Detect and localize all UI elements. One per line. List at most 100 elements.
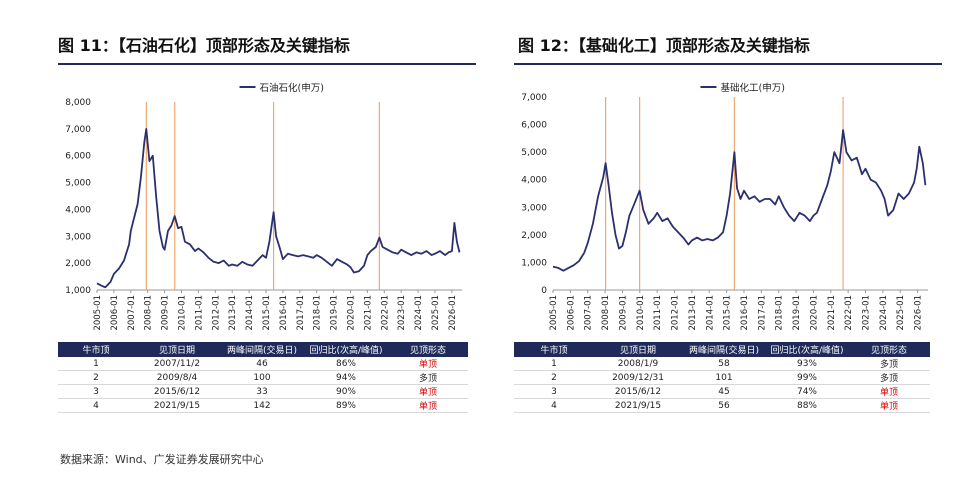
table-cell: 2008/1/9 [594,357,682,371]
x-tick-label: 2010-01 [177,295,187,331]
y-tick-label: 3,000 [521,203,547,213]
x-tick-label: 2016-01 [740,295,750,331]
table-row: 4 2021/9/15 142 89% 单顶 [58,398,468,413]
table-cell: 88% [766,398,848,413]
x-tick-label: 2024-01 [414,295,424,331]
x-tick-label: 2021-01 [827,295,837,331]
figure-12-title: 图 12：【基础化工】顶部形态及关键指标 [518,36,810,55]
x-tick-label: 2006-01 [566,295,576,331]
header-cell: 回归比(次高/峰值) [304,342,388,357]
pattern-cell: 单顶 [388,384,468,399]
table-cell: 4 [514,398,594,413]
table-cell: 45 [682,384,766,399]
y-tick-label: 0 [541,286,547,296]
x-tick-label: 2026-01 [448,295,458,331]
series-line [552,129,927,272]
x-tick-label: 2018-01 [775,295,785,331]
table-cell: 2 [514,370,594,385]
table-cell: 100 [220,370,304,385]
table-cell: 2007/11/2 [134,357,220,371]
y-tick-label: 3,000 [65,232,91,242]
table-cell: 3 [58,384,134,399]
table-cell: 93% [766,357,848,371]
y-tick-label: 1,000 [65,286,91,296]
x-tick-label: 2012-01 [671,295,681,331]
series-line [96,128,461,289]
x-tick-label: 2026-01 [914,295,924,331]
pattern-cell: 多顶 [848,357,930,371]
table-row: 4 2021/9/15 56 88% 单顶 [514,398,930,413]
x-tick-label: 2019-01 [792,295,802,331]
x-tick-label: 2025-01 [896,295,906,331]
pattern-cell: 多顶 [388,370,468,385]
table-row: 2 2009/8/4 100 94% 多顶 [58,370,468,385]
pattern-cell: 单顶 [388,398,468,413]
table-header-row: 牛市顶 见顶日期 两峰间隔(交易日) 回归比(次高/峰值) 见顶形态 [514,342,930,357]
table-cell: 89% [304,398,388,413]
x-tick-label: 2008-01 [144,295,154,331]
x-tick-label: 2005-01 [549,295,559,331]
y-tick-label: 2,000 [521,231,547,241]
title-rule [58,63,476,65]
x-tick-label: 2006-01 [110,295,120,331]
table-cell: 74% [766,384,848,399]
table-cell: 56 [682,398,766,413]
x-tick-label: 2020-01 [809,295,819,331]
table-cell: 94% [304,370,388,385]
legend-label: 石油石化(申万) [260,82,324,94]
chart-basic-chem: 基础化工(申万) 0 1,000 2,000 3,000 4,000 5,000 6,000 7… [521,82,928,331]
pattern-cell: 单顶 [388,357,468,371]
y-tick-label: 1,000 [521,258,547,268]
header-cell: 见顶形态 [848,342,930,357]
data-source-note: 数据来源：Wind、广发证券发展研究中心 [60,453,264,466]
table-cell: 142 [220,398,304,413]
table-cell: 4 [58,398,134,413]
table-row: 1 2008/1/9 58 93% 多顶 [514,357,930,371]
x-tick-label: 2021-01 [363,295,373,331]
x-tick-label: 2011-01 [194,295,204,331]
table-cell: 1 [58,357,134,371]
y-tick-label: 7,000 [65,125,91,135]
table-header-row: 牛市顶 见顶日期 两峰间隔(交易日) 回归比(次高/峰值) 见顶形态 [58,342,468,357]
header-cell: 见顶日期 [134,342,220,357]
y-tick-label: 6,000 [65,152,91,162]
x-tick-label: 2009-01 [618,295,628,331]
y-tick-label: 6,000 [521,121,547,131]
x-tick-label: 2010-01 [636,295,646,331]
y-tick-label: 4,000 [65,205,91,215]
table-cell: 86% [304,357,388,371]
x-tick-label: 2024-01 [879,295,889,331]
x-tick-label: 2013-01 [228,295,238,331]
x-tick-label: 2007-01 [584,295,594,331]
y-tick-label: 7,000 [521,93,547,103]
x-tick-label: 2009-01 [161,295,171,331]
table-cell: 2009/12/31 [594,370,682,385]
legend-label: 基础化工(申万) [721,82,785,94]
x-tick-label: 2020-01 [346,295,356,331]
tops-table-petrochem: 牛市顶 见顶日期 两峰间隔(交易日) 回归比(次高/峰值) 见顶形态 1 2007… [58,342,468,413]
title-rule [514,63,942,65]
y-tick-label: 4,000 [521,176,547,186]
table-cell: 2021/9/15 [594,398,682,413]
x-tick-label: 2023-01 [397,295,407,331]
pattern-cell: 多顶 [848,370,930,385]
y-tick-label: 8,000 [65,98,91,108]
table-cell: 2009/8/4 [134,370,220,385]
chart-petrochem: 石油石化(申万) 1,000 2,000 3,000 4,000 5,000 6,000 7,… [65,82,462,331]
x-tick-label: 2015-01 [723,295,733,331]
x-tick-label: 2014-01 [245,295,255,331]
y-tick-label: 5,000 [521,148,547,158]
x-tick-label: 2018-01 [313,295,323,331]
x-tick-label: 2013-01 [688,295,698,331]
x-tick-label: 2017-01 [296,295,306,331]
x-tick-label: 2025-01 [431,295,441,331]
x-tick-label: 2016-01 [279,295,289,331]
pattern-cell: 单顶 [848,384,930,399]
header-cell: 牛市顶 [514,342,594,357]
x-tick-label: 2008-01 [601,295,611,331]
table-cell: 3 [514,384,594,399]
table-cell: 90% [304,384,388,399]
x-tick-label: 2014-01 [705,295,715,331]
x-tick-label: 2017-01 [757,295,767,331]
table-cell: 2015/6/12 [134,384,220,399]
